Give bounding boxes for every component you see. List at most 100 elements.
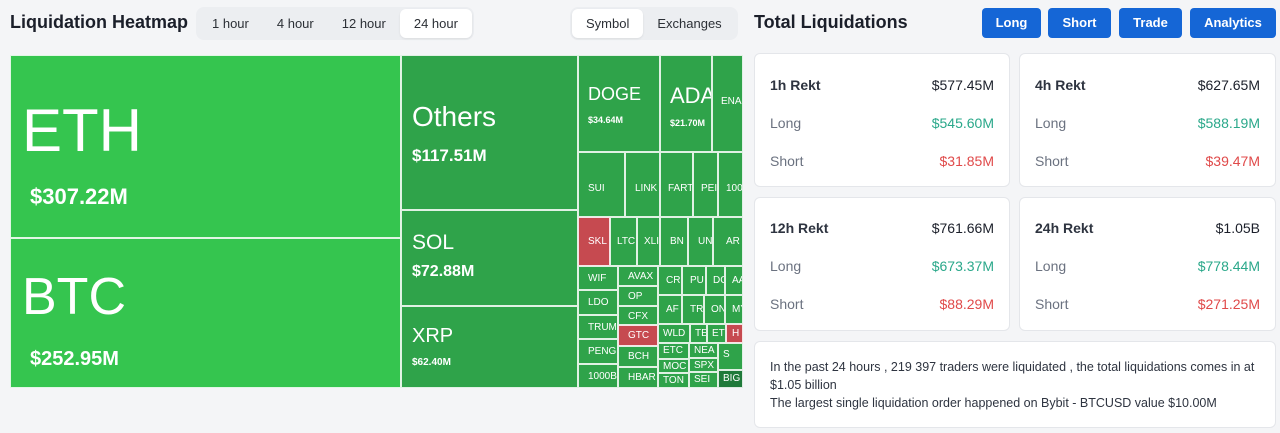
- heatmap-tile-sol[interactable]: SOL $72.88M: [401, 210, 578, 306]
- heatmap-tile-op[interactable]: OP: [618, 286, 658, 306]
- heatmap-tile-s[interactable]: S: [718, 343, 743, 370]
- short-label: Short: [1035, 296, 1069, 312]
- heatmap-tile-ena[interactable]: ENA: [712, 55, 743, 152]
- heatmap-tile-sui[interactable]: SUI: [578, 152, 625, 217]
- heatmap-tile-avax[interactable]: AVAX: [618, 266, 658, 286]
- heatmap-tile-hbar[interactable]: HBAR: [618, 367, 658, 388]
- tile-symbol: AVAX: [628, 271, 654, 282]
- heatmap-tile-peng[interactable]: PENG: [578, 339, 618, 364]
- heatmap-tile-trum[interactable]: TRUM: [578, 315, 618, 339]
- tile-symbol: S: [723, 349, 730, 360]
- heatmap-tile-af[interactable]: AF: [658, 295, 682, 324]
- heatmap-tile-xli[interactable]: XLI: [637, 217, 660, 266]
- heatmap-tile-te[interactable]: TE: [690, 324, 707, 343]
- tile-value: $72.88M: [412, 263, 475, 280]
- heatmap-tile-on[interactable]: ON: [704, 295, 725, 324]
- heatmap-tile-un[interactable]: UN: [688, 217, 713, 266]
- heatmap-tile-bch[interactable]: BCH: [618, 346, 658, 367]
- tab-4-hour[interactable]: 4 hour: [276, 16, 314, 31]
- short-value: $88.29M: [939, 296, 994, 312]
- long-button[interactable]: Long: [982, 8, 1041, 38]
- tile-symbol: SOL: [412, 231, 455, 254]
- heatmap-tile-bn[interactable]: BN: [660, 217, 688, 266]
- heatmap-tile-tr[interactable]: TR: [682, 295, 704, 324]
- heatmap-tile-ar[interactable]: AR: [713, 217, 743, 266]
- tile-symbol: ADA: [670, 83, 712, 108]
- trade-button[interactable]: Trade: [1119, 8, 1182, 38]
- tile-symbol: DC: [713, 275, 724, 286]
- heatmap-tile-ldo[interactable]: LDO: [578, 290, 618, 315]
- tile-symbol: CFX: [628, 311, 648, 322]
- heatmap-tile-cr[interactable]: CR: [658, 266, 682, 295]
- short-value: $31.85M: [939, 153, 994, 169]
- tile-symbol: UN: [698, 236, 713, 247]
- heatmap-tile-moc[interactable]: MOC: [658, 359, 689, 373]
- heatmap-tile-sei[interactable]: SEI: [689, 372, 718, 388]
- tile-value: $307.22M: [30, 184, 128, 209]
- heatmap-tile-others[interactable]: Others $117.51M: [401, 55, 578, 210]
- rekt-card-24h: 24h Rekt $1.05B Long $778.44M Short $271.25…: [1019, 197, 1276, 331]
- heatmap-tile-etc[interactable]: ETC: [658, 343, 689, 359]
- tile-symbol: PU: [690, 275, 704, 286]
- tile-symbol: XRP: [412, 325, 454, 347]
- heatmap-tile-gtc[interactable]: GTC: [618, 325, 658, 346]
- heatmap-tile-pei[interactable]: PEI: [693, 152, 718, 217]
- heatmap-tile-link[interactable]: LINK: [625, 152, 660, 217]
- tile-symbol: H: [732, 328, 740, 339]
- long-value: $545.60M: [931, 115, 994, 131]
- heatmap-tile-xrp[interactable]: XRP $62.40M: [401, 306, 578, 388]
- tile-symbol: AF: [666, 304, 679, 315]
- card-title: 1h Rekt: [770, 77, 821, 93]
- tab-symbol[interactable]: Symbol: [572, 9, 644, 38]
- tile-symbol: BTC: [22, 268, 126, 326]
- tile-symbol: TRUM: [588, 322, 617, 333]
- long-label: Long: [1035, 115, 1067, 131]
- heatmap-tile-100[interactable]: 100: [718, 152, 743, 217]
- heatmap-tile-aa[interactable]: AA: [725, 266, 743, 295]
- tab-exchanges[interactable]: Exchanges: [657, 16, 722, 31]
- tile-symbol: 100: [726, 183, 743, 194]
- tile-symbol: LTC: [617, 236, 636, 247]
- short-button[interactable]: Short: [1048, 8, 1111, 38]
- heatmap-tile-nea[interactable]: NEA: [689, 343, 718, 358]
- tab-24-hour[interactable]: 24 hour: [399, 9, 472, 38]
- heatmap-tile-pu[interactable]: PU: [682, 266, 706, 295]
- heatmap-tile-eth[interactable]: ETH $307.22M: [10, 55, 401, 238]
- heatmap-tile-spx[interactable]: SPX: [689, 358, 718, 372]
- heatmap-tile-btc[interactable]: BTC $252.95M: [10, 238, 401, 388]
- long-value: $778.44M: [1197, 258, 1260, 274]
- heatmap-title: Liquidation Heatmap: [10, 12, 189, 32]
- heatmap-tile-big[interactable]: BIG: [718, 370, 743, 388]
- heatmap-tile-doge[interactable]: DOGE $34.64M: [578, 55, 660, 152]
- heatmap-tile-my[interactable]: MY: [725, 295, 743, 324]
- heatmap-tile-fart[interactable]: FART: [660, 152, 693, 217]
- heatmap-tile-ltc[interactable]: LTC: [610, 217, 637, 266]
- tab-12-hour[interactable]: 12 hour: [341, 16, 386, 31]
- tile-symbol: 1000B: [588, 371, 617, 382]
- tab-1-hour[interactable]: 1 hour: [212, 16, 249, 31]
- heatmap-tile-ada[interactable]: ADA $21.70M: [660, 55, 712, 152]
- tile-symbol: ON: [711, 304, 725, 315]
- heatmap-tile-skl[interactable]: SKL: [578, 217, 610, 266]
- tile-symbol: FART: [668, 183, 693, 194]
- card-total: $577.45M: [931, 77, 994, 93]
- heatmap-tile-h[interactable]: H: [726, 324, 743, 343]
- analytics-button[interactable]: Analytics: [1190, 8, 1276, 38]
- short-label: Short: [770, 296, 804, 312]
- heatmap-tile-cfx[interactable]: CFX: [618, 306, 658, 325]
- heatmap-tile-et[interactable]: ET: [707, 324, 726, 343]
- rekt-card-4h: 4h Rekt $627.65M Long $588.19M Short $39.47…: [1019, 53, 1276, 187]
- tile-value: $252.95M: [30, 348, 119, 370]
- tile-symbol: CR: [666, 275, 681, 286]
- heatmap-tile-wld[interactable]: WLD: [658, 324, 690, 343]
- heatmap-tile-dc[interactable]: DC: [706, 266, 725, 295]
- tile-symbol: ET: [712, 328, 725, 339]
- tile-value: $34.64M: [588, 115, 624, 125]
- heatmap-tile-1000b[interactable]: 1000B: [578, 364, 618, 388]
- long-label: Long: [770, 115, 802, 131]
- tile-symbol: DOGE: [588, 84, 642, 104]
- heatmap-tile-wif[interactable]: WIF: [578, 266, 618, 290]
- heatmap-tile-ton[interactable]: TON: [658, 373, 689, 388]
- tile-value: $21.70M: [670, 118, 706, 128]
- tile-symbol: HBAR: [628, 372, 656, 383]
